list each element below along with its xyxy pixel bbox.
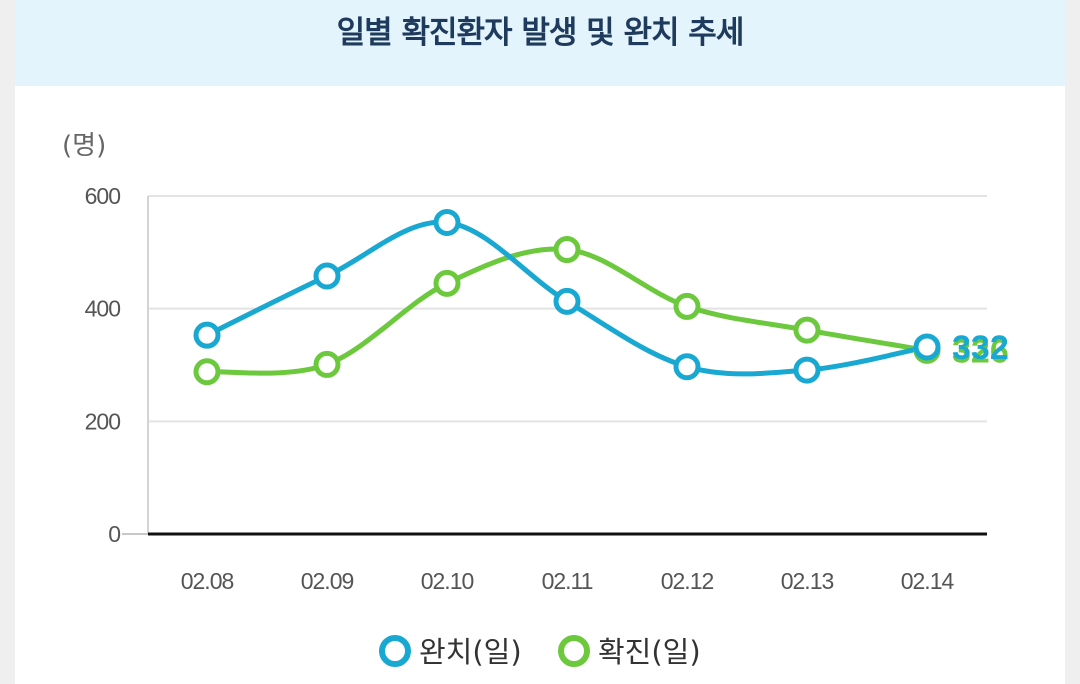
- y-tick-label: 0: [108, 521, 120, 547]
- legend-label: 확진(일): [598, 635, 701, 669]
- data-point: [193, 321, 221, 349]
- data-point: [553, 236, 581, 264]
- data-point: [433, 269, 461, 297]
- x-tick-label: 02.09: [301, 568, 354, 594]
- x-tick-label: 02.13: [781, 568, 834, 594]
- legend-marker: [558, 635, 590, 667]
- data-point: [553, 287, 581, 315]
- data-point: [313, 350, 341, 378]
- legend-label: 완치(일): [419, 635, 522, 669]
- data-point: [793, 356, 821, 384]
- end-value-label: 332: [952, 329, 1009, 367]
- x-tick-label: 02.11: [542, 568, 593, 594]
- y-axis-unit-label: (명): [62, 131, 106, 161]
- data-point: [313, 262, 341, 290]
- y-tick-label: 400: [85, 296, 121, 322]
- end-value-label: 326: [952, 332, 1009, 370]
- x-tick-label: 02.12: [661, 568, 714, 594]
- x-axis-ticks: 02.08 02.09 02.10 02.11 02.12 02.13 02.14: [181, 568, 956, 594]
- y-axis-ticks: 0 200 400 600: [85, 183, 122, 547]
- x-tick-label: 02.08: [181, 568, 234, 594]
- legend-marker: [379, 635, 411, 667]
- data-point: [673, 353, 701, 381]
- x-tick-label: 02.10: [421, 568, 474, 594]
- data-point: [433, 208, 461, 236]
- x-tick-label: 02.14: [901, 568, 955, 594]
- data-point: [913, 333, 941, 361]
- grid-lines: [122, 195, 987, 536]
- y-tick-label: 200: [85, 408, 121, 434]
- legend: 완치(일) 확진(일): [379, 635, 701, 669]
- title-bar: 일별 확진환자 발생 및 완치 추세: [15, 0, 1065, 86]
- chart-title: 일별 확진환자 발생 및 완치 추세: [336, 14, 745, 51]
- data-point: [193, 358, 221, 386]
- y-tick-label: 600: [85, 183, 121, 209]
- data-point: [673, 292, 701, 320]
- series-points: [193, 208, 941, 386]
- data-point: [793, 316, 821, 344]
